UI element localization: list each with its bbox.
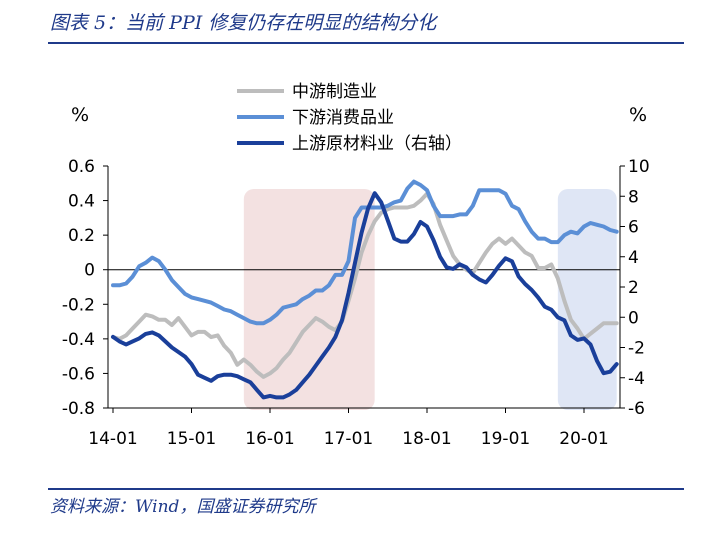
right-tick-label: 6 bbox=[628, 218, 639, 238]
shaded-region-1 bbox=[243, 189, 375, 410]
x-tick-label: 19-01 bbox=[481, 429, 530, 449]
series-line-3 bbox=[111, 191, 619, 400]
line-chart: 0.6 0.4 0.2 0 -0.2 -0.4 -0.6 -0.8 10 8 6 4 2 0 -2 -4 -6 1… bbox=[62, 82, 650, 449]
left-axis-unit: % bbox=[71, 104, 89, 126]
x-tick-label: 14-01 bbox=[88, 429, 137, 449]
legend-label-1: 中游制造业 bbox=[292, 82, 377, 102]
right-tick-label: -2 bbox=[628, 339, 645, 359]
x-tick-label: 17-01 bbox=[324, 429, 373, 449]
series-line-1 bbox=[111, 191, 619, 379]
right-tick-label: 2 bbox=[628, 278, 639, 298]
legend-label-2: 下游消费品业 bbox=[292, 108, 394, 128]
shaded-regions bbox=[243, 189, 617, 410]
left-tick-label: 0.6 bbox=[68, 157, 95, 177]
right-axis-unit: % bbox=[629, 104, 647, 126]
chart-axes: 0.6 0.4 0.2 0 -0.2 -0.4 -0.6 -0.8 10 8 6 4 2 0 -2 -4 -6 1… bbox=[62, 157, 650, 449]
series-line-2 bbox=[111, 179, 619, 326]
right-tick-label: 8 bbox=[628, 187, 639, 207]
right-tick-label: -6 bbox=[628, 399, 645, 419]
right-tick-label: -4 bbox=[628, 369, 645, 389]
x-tick-label: 16-01 bbox=[245, 429, 294, 449]
x-tick-label: 15-01 bbox=[167, 429, 216, 449]
source-rule bbox=[48, 488, 684, 490]
left-tick-label: 0 bbox=[84, 261, 95, 281]
series-lines bbox=[111, 179, 619, 400]
title-rule bbox=[48, 42, 684, 44]
right-tick-label: 10 bbox=[628, 157, 650, 177]
left-tick-label: -0.2 bbox=[62, 295, 95, 315]
left-tick-label: -0.8 bbox=[62, 399, 95, 419]
figure-title: 图表 5：当前 PPI 修复仍存在明显的结构分化 bbox=[50, 12, 437, 34]
right-tick-label: 4 bbox=[628, 248, 639, 268]
x-tick-label: 18-01 bbox=[402, 429, 451, 449]
legend-label-3: 上游原材料业（右轴） bbox=[292, 134, 462, 154]
left-tick-label: 0.4 bbox=[68, 192, 95, 212]
left-tick-label: -0.4 bbox=[62, 330, 95, 350]
x-tick-label: 20-01 bbox=[559, 429, 608, 449]
right-tick-label: 0 bbox=[628, 308, 639, 328]
source-note: 资料来源：Wind，国盛证券研究所 bbox=[50, 497, 316, 517]
shaded-region-2 bbox=[557, 189, 617, 410]
left-tick-label: 0.2 bbox=[68, 226, 95, 246]
left-tick-label: -0.6 bbox=[62, 364, 95, 384]
